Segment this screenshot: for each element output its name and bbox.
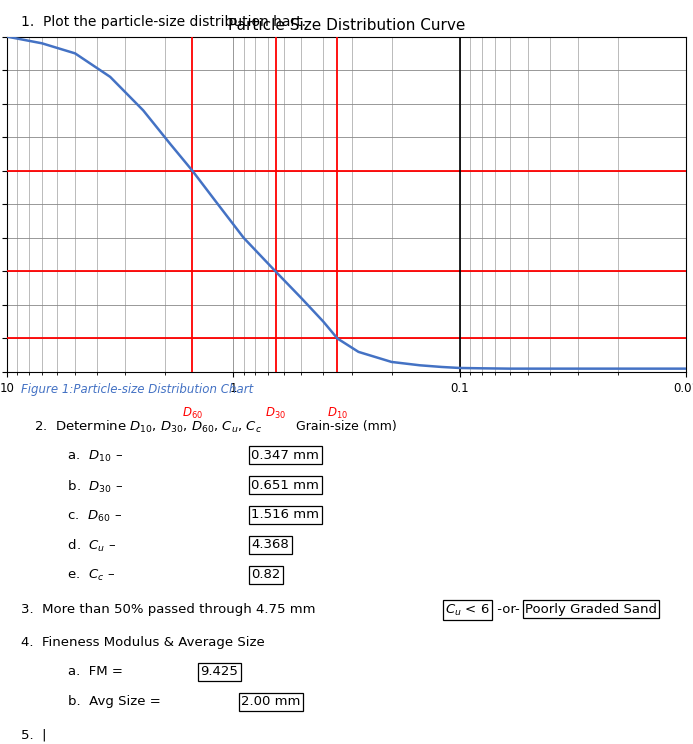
- Text: b.  $D_{30}$ –: b. $D_{30}$ –: [34, 478, 124, 495]
- Text: 0.347 mm: 0.347 mm: [252, 449, 319, 462]
- Text: a.  $D_{10}$ –: a. $D_{10}$ –: [34, 449, 124, 464]
- Text: c.  $D_{60}$ –: c. $D_{60}$ –: [34, 508, 123, 524]
- Text: 4.  Fineness Modulus & Average Size: 4. Fineness Modulus & Average Size: [21, 635, 264, 649]
- Text: 2.  Determine $D_{10}$, $D_{30}$, $D_{60}$, $C_u$, $C_c$: 2. Determine $D_{10}$, $D_{30}$, $D_{60}…: [34, 419, 262, 435]
- X-axis label: Grain-size (mm): Grain-size (mm): [296, 420, 397, 433]
- Text: Figure 1:Particle-size Distribution Chart: Figure 1:Particle-size Distribution Char…: [21, 383, 253, 396]
- Text: 3.  More than 50% passed through 4.75 mm: 3. More than 50% passed through 4.75 mm: [21, 603, 319, 615]
- Text: 4.368: 4.368: [252, 539, 289, 551]
- Text: 5.  |: 5. |: [21, 728, 46, 741]
- Text: $D_{30}$: $D_{30}$: [265, 405, 286, 420]
- Text: 2.00 mm: 2.00 mm: [241, 696, 301, 708]
- Text: 9.425: 9.425: [200, 665, 238, 679]
- Text: 0.82: 0.82: [252, 568, 281, 581]
- Text: -or-: -or-: [493, 603, 523, 615]
- Text: a.  FM =: a. FM =: [34, 665, 128, 679]
- Text: 1.  Plot the particle-size distribution hart.: 1. Plot the particle-size distribution h…: [21, 15, 306, 29]
- Text: $D_{10}$: $D_{10}$: [327, 405, 348, 420]
- Title: Particle Size Distribution Curve: Particle Size Distribution Curve: [228, 18, 465, 33]
- Text: e.  $C_c$ –: e. $C_c$ –: [34, 568, 116, 583]
- Text: Poorly Graded Sand: Poorly Graded Sand: [525, 603, 657, 615]
- Text: $C_u$ < 6: $C_u$ < 6: [445, 603, 489, 618]
- Text: b.  Avg Size =: b. Avg Size =: [34, 696, 165, 708]
- Text: d.  $C_u$ –: d. $C_u$ –: [34, 539, 117, 554]
- Text: 1.516 mm: 1.516 mm: [252, 508, 319, 522]
- Text: 0.651 mm: 0.651 mm: [252, 478, 319, 492]
- Text: $D_{60}$: $D_{60}$: [182, 405, 203, 420]
